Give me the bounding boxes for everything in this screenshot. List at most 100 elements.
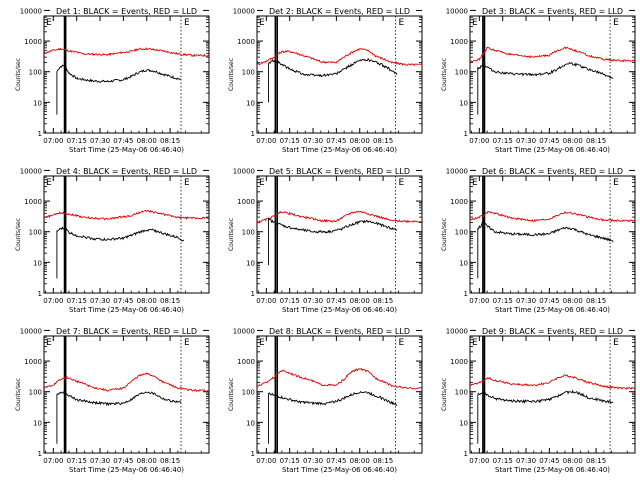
y-axis-label: Counts/sec	[228, 58, 235, 91]
end-mark: E	[399, 178, 405, 188]
corner-mark: E	[472, 178, 478, 188]
y-tick-label: 10000	[233, 327, 255, 335]
y-tick-label: 1000	[450, 358, 468, 366]
x-tick-label: 08:00	[563, 137, 583, 145]
corner-mark: E	[259, 178, 265, 188]
y-tick-label: 10	[33, 99, 42, 107]
y-tick-label: 100	[29, 69, 42, 77]
y-tick-label: 1	[38, 290, 42, 298]
x-tick-label: 08:15	[160, 137, 180, 145]
x-tick-label: 07:00	[43, 457, 63, 465]
x-tick-label: 07:45	[326, 297, 346, 305]
panel-det-5: Det 5: BLACK = Events, RED = LLD 1 10 100 10…	[228, 167, 423, 314]
x-tick-label: 07:45	[539, 457, 559, 465]
panel-det-3: Det 3: BLACK = Events, RED = LLD 1 10 100 10…	[441, 7, 636, 154]
panel-title: Det 1: BLACK = Events, RED = LLD	[56, 7, 197, 16]
corner-mark: E	[46, 338, 52, 348]
y-axis-label: Counts/sec	[228, 218, 235, 251]
x-tick-label: 07:30	[303, 137, 323, 145]
y-tick-label: 10000	[20, 7, 42, 15]
y-axis-label: Counts/sec	[441, 58, 448, 91]
y-tick-label: 100	[242, 69, 255, 77]
x-tick-label: 08:00	[350, 297, 370, 305]
end-mark: E	[184, 338, 190, 348]
end-mark: E	[399, 338, 405, 348]
y-tick-label: 100	[455, 69, 468, 77]
y-tick-label: 10000	[20, 167, 42, 175]
x-tick-label: 08:00	[137, 457, 157, 465]
y-tick-label: 100	[242, 229, 255, 237]
corner-mark: E	[259, 338, 265, 348]
corner-mark: E	[259, 18, 265, 28]
x-axis-label: Start Time (25-May-06 06:46:40)	[282, 466, 397, 474]
y-tick-label: 1000	[24, 358, 42, 366]
x-tick-label: 07:00	[43, 297, 63, 305]
y-tick-label: 100	[455, 389, 468, 397]
x-tick-label: 08:15	[373, 137, 393, 145]
y-tick-label: 1	[251, 130, 255, 138]
x-tick-label: 08:15	[160, 297, 180, 305]
events-series-line	[56, 390, 182, 444]
x-tick-label: 08:00	[137, 297, 157, 305]
x-tick-label: 07:30	[90, 297, 110, 305]
x-tick-label: 07:30	[90, 457, 110, 465]
x-tick-label: 08:00	[137, 137, 157, 145]
y-axis-label: Counts/sec	[15, 58, 22, 91]
y-tick-label: 10	[246, 259, 255, 267]
x-tick-label: 07:00	[469, 137, 489, 145]
y-axis-label: Counts/sec	[228, 378, 235, 411]
lld-series-line	[43, 47, 210, 58]
panel-det-6: Det 6: BLACK = Events, RED = LLD 1 10 100 10…	[441, 167, 636, 314]
panel-det-2: Det 2: BLACK = Events, RED = LLD 1 10 100 10…	[228, 7, 423, 154]
x-tick-label: 08:15	[586, 297, 606, 305]
x-axis-label: Start Time (25-May-06 06:46:40)	[495, 466, 610, 474]
panel-det-9: Det 9: BLACK = Events, RED = LLD 1 10 100 10…	[441, 327, 636, 474]
x-axis-label: Start Time (25-May-06 06:46:40)	[282, 306, 397, 314]
y-tick-label: 1000	[24, 198, 42, 206]
x-axis-label: Start Time (25-May-06 06:46:40)	[69, 306, 184, 314]
x-tick-label: 07:45	[326, 137, 346, 145]
y-tick-label: 1000	[237, 358, 255, 366]
y-tick-label: 1	[38, 450, 42, 458]
x-axis-label: Start Time (25-May-06 06:46:40)	[69, 466, 184, 474]
x-tick-label: 07:30	[90, 137, 110, 145]
x-tick-label: 07:00	[43, 137, 63, 145]
corner-mark: E	[46, 18, 52, 28]
x-tick-label: 07:30	[516, 137, 536, 145]
end-mark: E	[184, 178, 190, 188]
y-tick-label: 10000	[233, 167, 255, 175]
y-tick-label: 10	[459, 419, 468, 427]
lld-series-line	[256, 210, 423, 224]
panel-title: Det 7: BLACK = Events, RED = LLD	[56, 327, 197, 336]
lld-series-line	[256, 367, 423, 390]
plot-frame	[43, 15, 210, 134]
y-axis-label: Counts/sec	[441, 378, 448, 411]
x-tick-label: 08:15	[586, 137, 606, 145]
x-tick-label: 08:15	[160, 457, 180, 465]
x-tick-label: 07:00	[256, 137, 276, 145]
x-tick-label: 07:00	[256, 297, 276, 305]
events-series-line	[477, 218, 614, 279]
events-series-line	[268, 390, 398, 444]
x-tick-label: 07:30	[303, 457, 323, 465]
y-tick-label: 1	[464, 130, 468, 138]
y-tick-label: 100	[29, 229, 42, 237]
y-tick-label: 1000	[237, 198, 255, 206]
x-tick-label: 07:15	[67, 457, 87, 465]
events-series-line	[477, 389, 614, 444]
panel-det-8: Det 8: BLACK = Events, RED = LLD 1 10 100 10…	[228, 327, 423, 474]
y-tick-label: 100	[242, 389, 255, 397]
y-tick-label: 10000	[446, 7, 468, 15]
plot-frame	[43, 335, 210, 454]
y-tick-label: 10	[33, 259, 42, 267]
x-tick-label: 07:45	[113, 297, 133, 305]
lld-series-line	[469, 46, 636, 63]
y-tick-label: 1	[251, 290, 255, 298]
end-mark: E	[613, 178, 619, 188]
x-tick-label: 07:15	[280, 457, 300, 465]
x-tick-label: 08:00	[563, 457, 583, 465]
x-tick-label: 07:15	[493, 297, 513, 305]
y-tick-label: 1000	[24, 38, 42, 46]
y-tick-label: 1000	[450, 198, 468, 206]
